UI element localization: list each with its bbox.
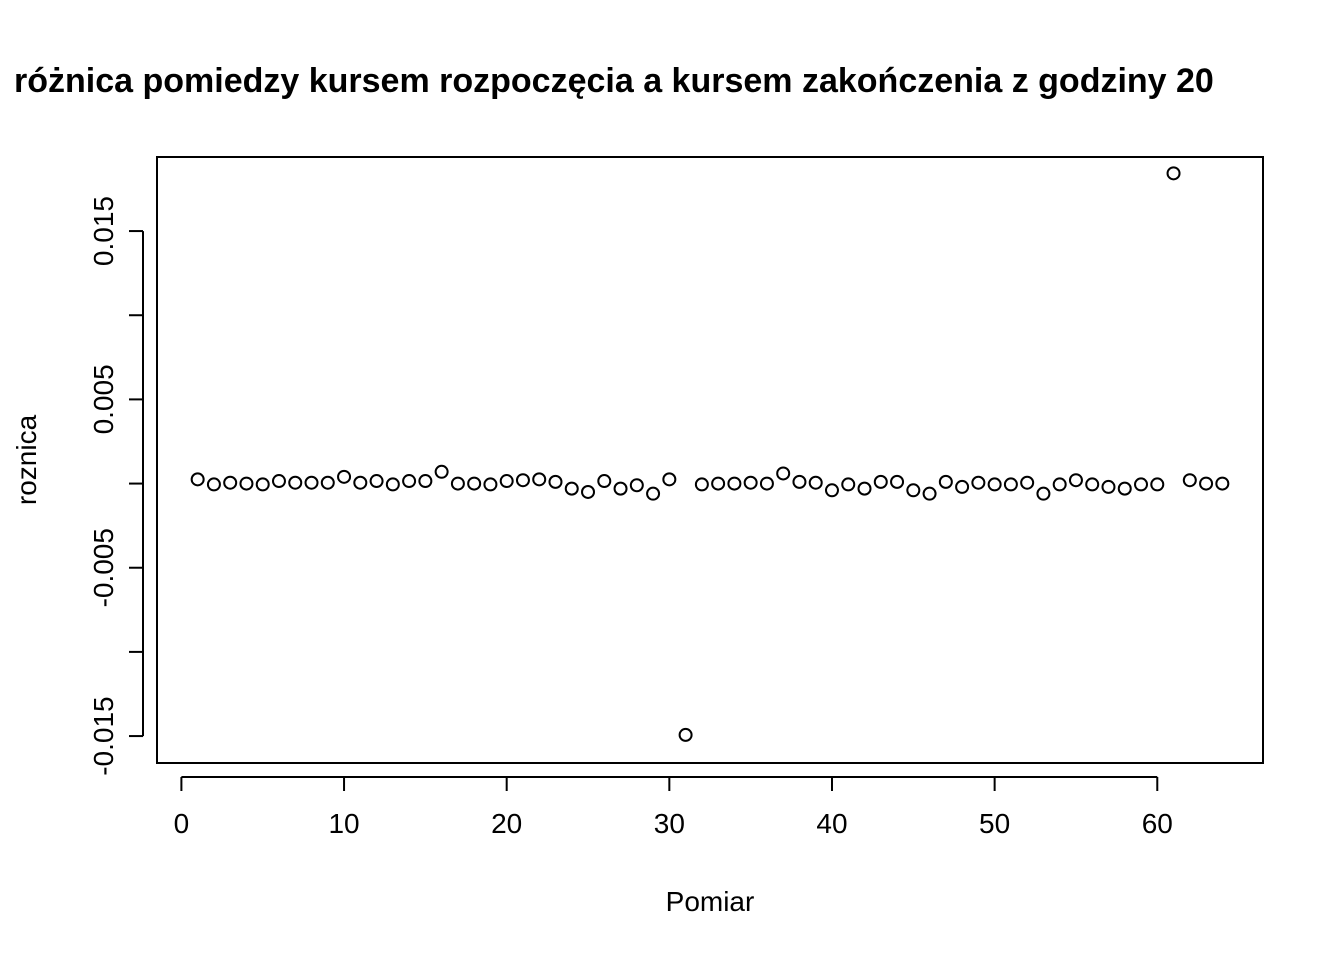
data-point (255, 477, 270, 492)
data-point (239, 476, 254, 491)
x-tick-label: 60 (1142, 808, 1173, 839)
data-point (1134, 477, 1149, 492)
data-point (450, 476, 465, 491)
x-tick-label: 40 (816, 808, 847, 839)
data-point (1068, 473, 1083, 488)
data-point (402, 474, 417, 489)
data-point (906, 483, 921, 498)
data-point (369, 474, 384, 489)
plot-frame (156, 156, 1264, 764)
data-point (1166, 166, 1181, 181)
data-point (190, 472, 205, 487)
data-point (418, 474, 433, 489)
data-point (1182, 473, 1197, 488)
data-point (385, 477, 400, 492)
data-point (1052, 477, 1067, 492)
chart-title: różnica pomiedzy kursem rozpoczęcia a ku… (14, 62, 1214, 100)
data-point (353, 475, 368, 490)
data-point (646, 486, 661, 501)
x-tick-label: 30 (654, 808, 685, 839)
data-point (743, 475, 758, 490)
data-point (515, 473, 530, 488)
data-point (792, 474, 807, 489)
data-point (223, 475, 238, 490)
y-tick-label: 0.015 (88, 196, 119, 266)
data-point (532, 472, 547, 487)
data-point (841, 477, 856, 492)
data-point (938, 474, 953, 489)
data-point (727, 476, 742, 491)
data-points (190, 166, 1230, 742)
data-point (711, 476, 726, 491)
data-point (613, 481, 628, 496)
y-axis-label: roznica (11, 414, 42, 505)
data-point (548, 474, 563, 489)
data-point (890, 474, 905, 489)
data-point (1117, 481, 1132, 496)
x-tick-label: 10 (328, 808, 359, 839)
data-point (337, 469, 352, 484)
data-point (1036, 486, 1051, 501)
data-point (304, 475, 319, 490)
data-point (759, 476, 774, 491)
data-point (434, 464, 449, 479)
data-point (873, 474, 888, 489)
data-point (824, 483, 839, 498)
y-tick-label: -0.005 (88, 528, 119, 607)
data-point (629, 478, 644, 493)
data-point (499, 474, 514, 489)
data-point (678, 727, 693, 742)
y-tick-label: 0.005 (88, 364, 119, 434)
x-axis-label: Pomiar (666, 886, 755, 917)
data-point (922, 486, 937, 501)
data-point (581, 484, 596, 499)
x-tick-label: 0 (174, 808, 190, 839)
data-point (1215, 476, 1230, 491)
data-point (467, 476, 482, 491)
data-point (987, 477, 1002, 492)
data-point (1199, 476, 1214, 491)
x-tick-label: 50 (979, 808, 1010, 839)
data-point (694, 477, 709, 492)
data-point (483, 477, 498, 492)
data-point (1150, 477, 1165, 492)
x-tick-label: 20 (491, 808, 522, 839)
data-point (1085, 477, 1100, 492)
data-point (971, 475, 986, 490)
y-axis: -0.015 -0.005 0.005 0.015 (88, 196, 144, 776)
data-point (808, 475, 823, 490)
data-point (857, 481, 872, 496)
data-point (206, 477, 221, 492)
data-point (1003, 477, 1018, 492)
data-point (776, 466, 791, 481)
data-point (271, 474, 286, 489)
x-axis: 0 10 20 30 40 50 60 (174, 776, 1173, 839)
data-point (662, 472, 677, 487)
data-point (1101, 479, 1116, 494)
y-tick-label: -0.015 (88, 696, 119, 775)
data-point (564, 481, 579, 496)
data-point (288, 475, 303, 490)
data-point (1020, 475, 1035, 490)
data-point (955, 479, 970, 494)
data-point (320, 475, 335, 490)
data-point (597, 474, 612, 489)
